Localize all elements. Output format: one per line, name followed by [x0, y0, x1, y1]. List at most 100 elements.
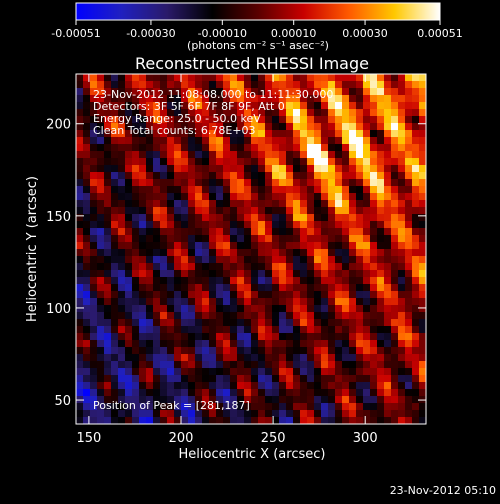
heatmap-cell	[160, 354, 168, 362]
heatmap-cell	[356, 200, 364, 208]
heatmap-cell	[293, 375, 301, 383]
heatmap-cell	[153, 172, 161, 180]
heatmap-cell	[118, 144, 126, 152]
heatmap-cell	[153, 403, 161, 411]
heatmap-cell	[195, 298, 203, 306]
heatmap-cell	[342, 284, 350, 292]
heatmap-cell	[230, 151, 238, 159]
heatmap-cell	[146, 368, 154, 376]
heatmap-cell	[174, 228, 182, 236]
heatmap-cell	[314, 263, 322, 271]
heatmap-cell	[370, 354, 378, 362]
heatmap-cell	[349, 137, 357, 145]
heatmap-cell	[377, 137, 385, 145]
heatmap-cell	[286, 172, 294, 180]
heatmap-cell	[202, 102, 210, 110]
heatmap-cell	[174, 116, 182, 124]
heatmap-cell	[76, 116, 84, 124]
heatmap-cell	[153, 354, 161, 362]
heatmap-cell	[349, 221, 357, 229]
heatmap-cell	[139, 312, 147, 320]
heatmap-cell	[349, 74, 357, 82]
heatmap-cell	[118, 298, 126, 306]
heatmap-cell	[237, 403, 245, 411]
heatmap-cell	[230, 165, 238, 173]
heatmap-cell	[97, 361, 105, 369]
heatmap-cell	[321, 235, 329, 243]
heatmap-cell	[118, 256, 126, 264]
heatmap-cell	[300, 186, 308, 194]
heatmap-cell	[118, 347, 126, 355]
heatmap-cell	[244, 312, 252, 320]
heatmap-cell	[139, 382, 147, 390]
heatmap-cell	[412, 221, 420, 229]
heatmap-cell	[314, 298, 322, 306]
heatmap-cell	[265, 109, 273, 117]
heatmap-cell	[153, 130, 161, 138]
heatmap-cell	[356, 179, 364, 187]
heatmap-cell	[97, 312, 105, 320]
heatmap-cell	[160, 228, 168, 236]
heatmap-cell	[118, 95, 126, 103]
heatmap-cell	[237, 340, 245, 348]
heatmap-cell	[202, 221, 210, 229]
heatmap-cell	[97, 375, 105, 383]
heatmap-cell	[230, 74, 238, 82]
heatmap-cell	[307, 207, 315, 215]
heatmap-cell	[174, 200, 182, 208]
heatmap-cell	[342, 305, 350, 313]
heatmap-cell	[90, 165, 98, 173]
heatmap-cell	[223, 193, 231, 201]
heatmap-cell	[279, 347, 287, 355]
heatmap-cell	[167, 102, 175, 110]
heatmap-cell	[181, 214, 189, 222]
heatmap-cell	[377, 256, 385, 264]
info-line-energy: Energy Range: 25.0 - 50.0 keV	[93, 112, 261, 125]
heatmap-cell	[356, 263, 364, 271]
heatmap-cell	[223, 102, 231, 110]
heatmap-cell	[258, 333, 266, 341]
heatmap-cell	[83, 403, 91, 411]
heatmap-cell	[160, 88, 168, 96]
heatmap-cell	[237, 263, 245, 271]
heatmap-cell	[356, 375, 364, 383]
heatmap-cell	[188, 277, 196, 285]
heatmap-cell	[265, 417, 273, 424]
heatmap-cell	[202, 347, 210, 355]
heatmap-cell	[307, 179, 315, 187]
heatmap-cell	[370, 151, 378, 159]
heatmap-cell	[377, 235, 385, 243]
heatmap-cell	[160, 403, 168, 411]
heatmap-cell	[314, 417, 322, 424]
heatmap-cell	[356, 389, 364, 397]
heatmap-cell	[405, 326, 413, 334]
heatmap-cell	[419, 130, 426, 138]
heatmap-cell	[195, 389, 203, 397]
heatmap-cell	[118, 284, 126, 292]
heatmap-cell	[76, 214, 84, 222]
heatmap-cell	[384, 144, 392, 152]
heatmap-cell	[139, 403, 147, 411]
heatmap-cell	[307, 74, 315, 82]
heatmap-cell	[216, 172, 224, 180]
heatmap-cell	[223, 249, 231, 257]
heatmap-cell	[419, 319, 426, 327]
heatmap-cell	[125, 319, 133, 327]
heatmap-cell	[139, 207, 147, 215]
heatmap-cell	[216, 340, 224, 348]
heatmap-cell	[153, 389, 161, 397]
heatmap-cell	[279, 382, 287, 390]
heatmap-cell	[223, 270, 231, 278]
heatmap-cell	[139, 361, 147, 369]
heatmap-cell	[251, 186, 259, 194]
heatmap-cell	[237, 361, 245, 369]
heatmap-cell	[230, 277, 238, 285]
heatmap-cell	[258, 200, 266, 208]
heatmap-cell	[265, 347, 273, 355]
heatmap-cell	[188, 144, 196, 152]
heatmap-cell	[384, 403, 392, 411]
heatmap-cell	[244, 158, 252, 166]
heatmap-cell	[188, 256, 196, 264]
heatmap-cell	[83, 95, 91, 103]
